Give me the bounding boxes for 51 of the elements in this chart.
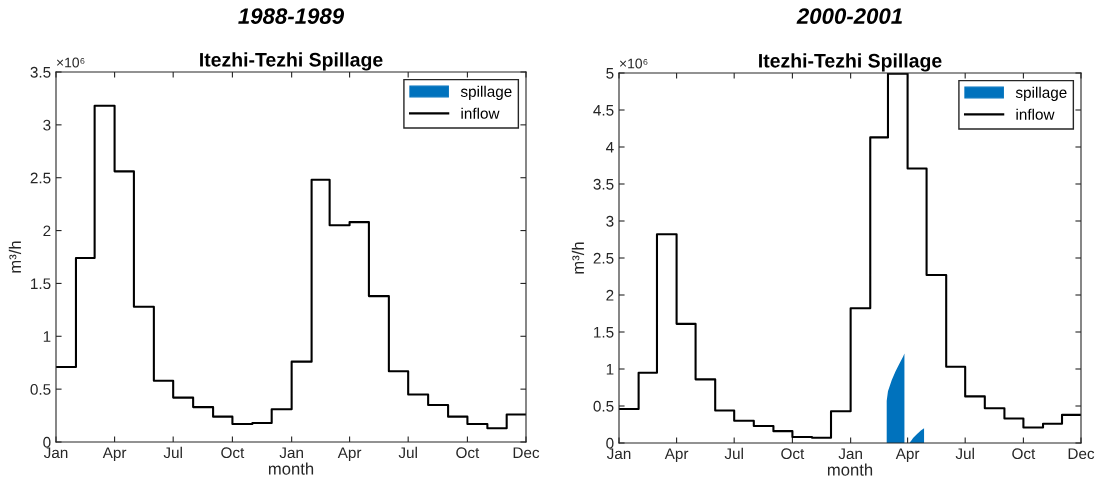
legend-label: spillage	[1015, 86, 1067, 101]
y-tick-label: 2.5	[593, 252, 614, 264]
y-tick-label: 3	[43, 119, 51, 131]
chart-subtitle: Itezhi-Tezhi Spillage	[200, 52, 383, 71]
y-axis-title: m³/h	[8, 241, 22, 273]
y-tick-label: 0.5	[30, 384, 51, 395]
y-tick-label: 0.5	[593, 400, 614, 412]
x-tick-label: Jan	[279, 447, 303, 459]
x-tick-label: Jul	[163, 446, 182, 459]
legend-label: inflow	[461, 107, 500, 119]
x-tick-label: Jan	[606, 448, 631, 460]
y-tick-label: 0	[606, 437, 614, 449]
text: ×10⁶	[619, 58, 648, 69]
y-tick-label: 1	[43, 331, 51, 342]
x-tick-label: Apr	[337, 447, 362, 462]
y-tick-label: 3	[606, 215, 614, 227]
chart-subtitle: Itezhi-Tezhi Spillage	[759, 53, 942, 72]
y-tick-label: 3.5	[30, 66, 51, 78]
chart-title: 1988-1989	[238, 8, 345, 24]
y-tick-label: 0	[43, 436, 51, 448]
x-tick-label: Jan	[43, 447, 68, 459]
x-tick-label: Dec	[1068, 448, 1095, 460]
x-tick-label: Jul	[724, 447, 743, 460]
chart-title: 2000-2001	[796, 8, 902, 24]
y-tick-label: 1.5	[594, 327, 614, 338]
x-tick-label: Apr	[664, 448, 689, 463]
x-tick-label: Apr	[102, 447, 127, 462]
y-tick-label: 3.5	[593, 178, 614, 190]
legend-label: spillage	[460, 85, 512, 100]
y-tick-label: 2	[43, 225, 51, 237]
x-tick-label: Jul	[955, 447, 974, 460]
x-axis-title: month	[827, 463, 873, 476]
x-tick-label: Dec	[513, 447, 540, 459]
y-tick-label: 2	[606, 289, 614, 301]
x-axis-title: month	[268, 462, 314, 475]
y-tick-label: 1	[606, 364, 614, 375]
x-tick-label: Oct	[456, 447, 480, 459]
x-tick-label: Jan	[838, 448, 862, 460]
y-tick-label: 4.5	[593, 105, 614, 116]
y-tick-label: 1.5	[31, 278, 51, 290]
text: ×10⁶	[56, 57, 85, 68]
x-tick-label: Apr	[895, 448, 920, 463]
x-tick-label: Oct	[1012, 448, 1036, 460]
y-axis-title: m³/h	[571, 242, 585, 274]
y-tick-label: 4	[605, 142, 614, 153]
y-tick-label: 2.5	[30, 172, 51, 184]
legend-label: inflow	[1016, 108, 1055, 120]
x-tick-label: Oct	[221, 447, 245, 459]
x-tick-label: Jul	[398, 446, 417, 459]
y-tick-label: 5	[606, 68, 614, 79]
x-tick-label: Oct	[781, 448, 805, 460]
